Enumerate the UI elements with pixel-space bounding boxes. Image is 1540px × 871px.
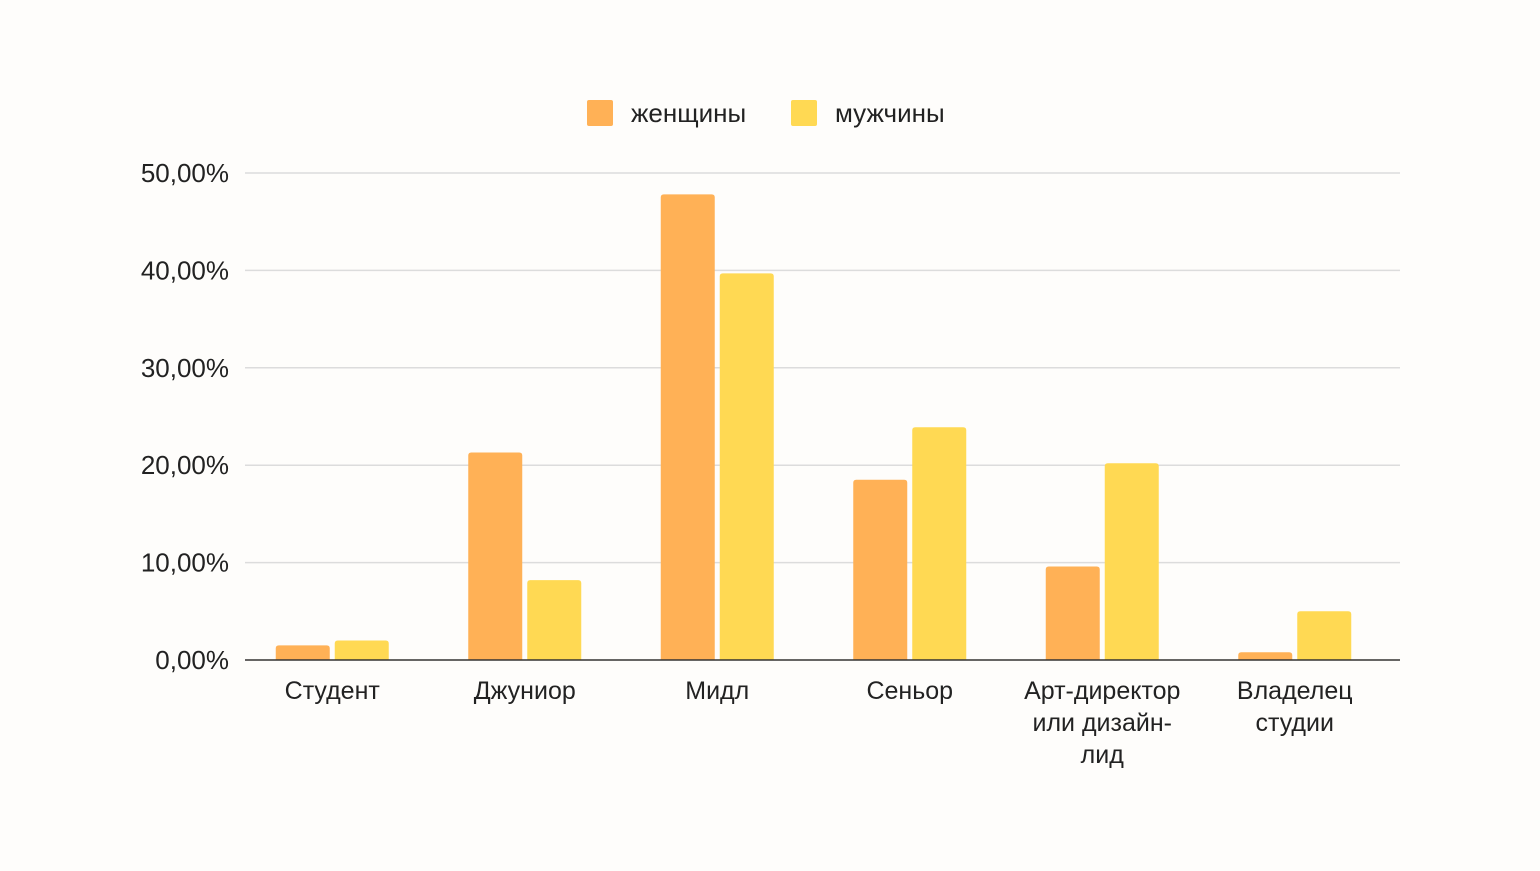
bar-women [468, 452, 523, 660]
x-tick-label: Сеньор [866, 677, 953, 705]
gridlines [245, 172, 1400, 564]
y-tick-label: 40,00% [141, 255, 229, 285]
legend-label: женщины [631, 98, 746, 128]
legend-swatch [587, 100, 613, 126]
bar-men [1297, 611, 1352, 660]
bar-men [719, 273, 774, 660]
bar-men [334, 640, 389, 660]
bars [275, 194, 1352, 661]
y-tick-label: 50,00% [141, 158, 229, 188]
x-tick-label: лид [1081, 741, 1125, 769]
legend-label: мужчины [835, 98, 945, 128]
axes: 0,00% 10,00% 20,00% 30,00% 40,00% 50,00% Студе… [141, 158, 1400, 769]
y-tick-label: 0,00% [155, 645, 229, 675]
x-tick-label: или дизайн- [1033, 709, 1172, 737]
x-tick-label: студии [1256, 709, 1334, 737]
y-tick-label: 10,00% [141, 548, 229, 578]
bar-women [275, 645, 330, 660]
bar-women [1045, 566, 1100, 660]
bar-women [660, 194, 715, 661]
x-tick-label: Арт-директор [1024, 677, 1180, 705]
legend: женщины мужчины [587, 98, 945, 128]
bar-men [912, 427, 967, 660]
bar-men [527, 580, 582, 660]
bar-women [1238, 652, 1293, 660]
y-tick-label: 30,00% [141, 353, 229, 383]
legend-swatch [791, 100, 817, 126]
x-tick-label: Мидл [685, 677, 749, 705]
y-tick-label: 20,00% [141, 450, 229, 480]
x-tick-label: Владелец [1237, 677, 1353, 705]
x-tick-label: Студент [285, 677, 381, 705]
x-tick-label: Джуниор [474, 677, 576, 705]
bar-women [853, 479, 908, 660]
bar-men [1104, 463, 1159, 660]
